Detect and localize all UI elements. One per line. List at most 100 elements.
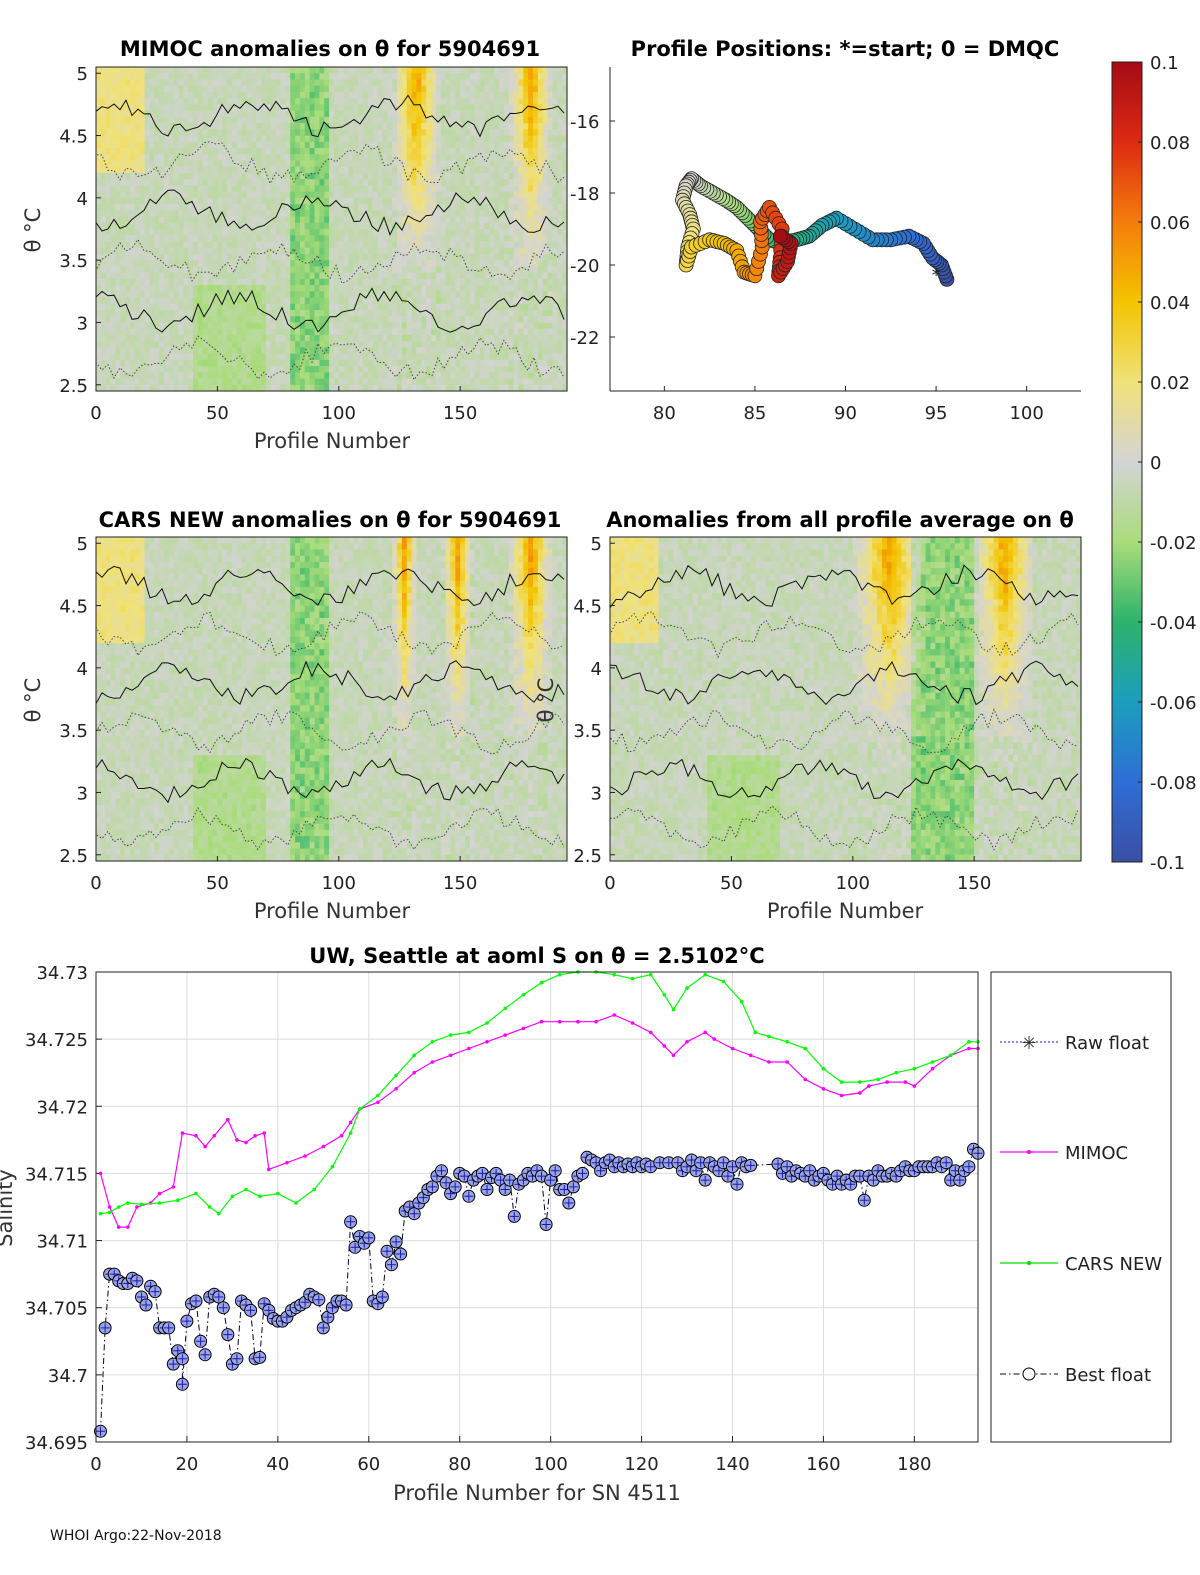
heatmap-cell xyxy=(179,179,184,186)
heatmap-cell xyxy=(533,241,538,248)
heatmap-cell xyxy=(543,185,548,192)
heatmap-cell xyxy=(285,223,290,230)
heatmap-cell xyxy=(174,360,179,367)
heatmap-cell xyxy=(115,210,120,217)
heatmap-cell xyxy=(509,248,514,255)
heatmap-cell xyxy=(475,117,480,124)
heatmap-cell xyxy=(242,285,247,292)
heatmap-cell xyxy=(256,86,261,93)
heatmap-cell xyxy=(227,198,232,205)
heatmap-cell xyxy=(523,347,528,354)
heatmap-cell xyxy=(159,223,164,230)
heatmap-cell xyxy=(518,372,523,379)
heatmap-cell xyxy=(489,322,494,329)
heatmap-cell xyxy=(412,260,417,267)
heatmap-cell xyxy=(378,335,383,342)
heatmap-cell xyxy=(174,354,179,361)
heatmap-cell xyxy=(470,160,475,167)
heatmap-cell xyxy=(523,310,528,317)
heatmap-cell xyxy=(101,260,106,267)
heatmap-cell xyxy=(242,304,247,311)
heatmap-cell xyxy=(552,335,557,342)
heatmap-cell xyxy=(193,167,198,174)
heatmap-cell xyxy=(285,123,290,130)
heatmap-cell xyxy=(140,167,145,174)
heatmap-cell xyxy=(426,142,431,149)
heatmap-cell xyxy=(446,104,451,111)
heatmap-cell xyxy=(494,204,499,211)
heatmap-cell xyxy=(412,117,417,124)
heatmap-cell xyxy=(543,316,548,323)
heatmap-cell xyxy=(154,316,159,323)
heatmap-cell xyxy=(120,360,125,367)
heatmap-cell xyxy=(149,273,154,280)
heatmap-cell xyxy=(470,316,475,323)
heatmap-cell xyxy=(271,354,276,361)
heatmap-cell xyxy=(475,298,480,305)
heatmap-cell xyxy=(416,291,421,298)
heatmap-cell xyxy=(348,279,353,286)
heatmap-cell xyxy=(548,192,553,199)
heatmap-cell xyxy=(310,322,315,329)
heatmap-cell xyxy=(281,322,286,329)
heatmap-cell xyxy=(499,372,504,379)
heatmap-cell xyxy=(334,279,339,286)
heatmap-cell xyxy=(281,291,286,298)
heatmap-cell xyxy=(319,316,324,323)
heatmap-cell xyxy=(310,235,315,242)
heatmap-cell xyxy=(315,360,320,367)
heatmap-cell xyxy=(281,98,286,105)
heatmap-cell xyxy=(348,185,353,192)
heatmap-cell xyxy=(397,192,402,199)
heatmap-cell xyxy=(421,185,426,192)
heatmap-cell xyxy=(368,67,373,74)
heatmap-cell xyxy=(315,298,320,305)
heatmap-cell xyxy=(548,204,553,211)
heatmap-cell xyxy=(518,79,523,86)
heatmap-cell xyxy=(494,310,499,317)
heatmap-cell xyxy=(115,235,120,242)
heatmap-cell xyxy=(494,117,499,124)
heatmap-cell xyxy=(523,210,528,217)
heatmap-cell xyxy=(164,98,169,105)
heatmap-cell xyxy=(431,298,436,305)
heatmap-cell xyxy=(237,310,242,317)
heatmap-cell xyxy=(169,285,174,292)
heatmap-cell xyxy=(179,217,184,224)
heatmap-cell xyxy=(305,148,310,155)
heatmap-cell xyxy=(387,285,392,292)
heatmap-cell xyxy=(465,67,470,74)
heatmap-cell xyxy=(407,204,412,211)
heatmap-cell xyxy=(523,154,528,161)
heatmap-cell xyxy=(261,160,266,167)
heatmap-cell xyxy=(499,73,504,80)
heatmap-cell xyxy=(276,129,281,136)
heatmap-cell xyxy=(300,379,305,386)
heatmap-cell xyxy=(373,279,378,286)
heatmap-cell xyxy=(111,279,116,286)
heatmap-cell xyxy=(179,210,184,217)
heatmap-cell xyxy=(285,279,290,286)
heatmap-cell xyxy=(174,204,179,211)
heatmap-cell xyxy=(281,379,286,386)
heatmap-cell xyxy=(387,266,392,273)
heatmap-cell xyxy=(387,173,392,180)
heatmap-cell xyxy=(285,142,290,149)
heatmap-cell xyxy=(373,298,378,305)
heatmap-cell xyxy=(130,167,135,174)
heatmap-cell xyxy=(183,185,188,192)
heatmap-cell xyxy=(339,217,344,224)
heatmap-cell xyxy=(475,92,480,99)
heatmap-cell xyxy=(271,254,276,261)
heatmap-cell xyxy=(256,273,261,280)
heatmap-cell xyxy=(446,366,451,373)
heatmap-cell xyxy=(324,316,329,323)
heatmap-cell xyxy=(208,248,213,255)
heatmap-cell xyxy=(358,248,363,255)
heatmap-cell xyxy=(387,185,392,192)
heatmap-cell xyxy=(276,117,281,124)
heatmap-cell xyxy=(305,372,310,379)
heatmap-cell xyxy=(115,285,120,292)
heatmap-cell xyxy=(125,210,130,217)
heatmap-cell xyxy=(470,372,475,379)
